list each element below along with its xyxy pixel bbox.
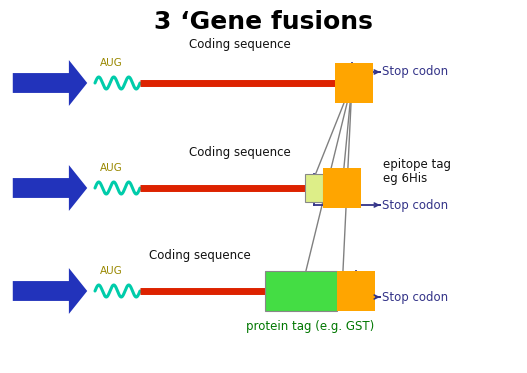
Text: AUG: AUG [100,266,123,276]
Text: Stop codon: Stop codon [382,291,448,304]
Text: 3 ‘Gene fusions: 3 ‘Gene fusions [154,10,373,34]
Text: Coding sequence: Coding sequence [189,38,291,51]
Text: Stop codon: Stop codon [382,198,448,211]
Text: eg 6His: eg 6His [383,172,427,185]
Text: Stop codon: Stop codon [382,66,448,78]
Bar [323,168,361,208]
Bar [305,174,323,202]
Bar [337,271,375,311]
Text: AUG: AUG [100,163,123,173]
Text: AUG: AUG [100,58,123,68]
Bar [265,271,337,311]
Text: Coding sequence: Coding sequence [189,146,291,159]
Bar [335,63,373,103]
Text: protein tag (e.g. GST): protein tag (e.g. GST) [246,320,374,333]
Text: epitope tag: epitope tag [383,158,451,171]
Text: Coding sequence: Coding sequence [149,249,251,262]
